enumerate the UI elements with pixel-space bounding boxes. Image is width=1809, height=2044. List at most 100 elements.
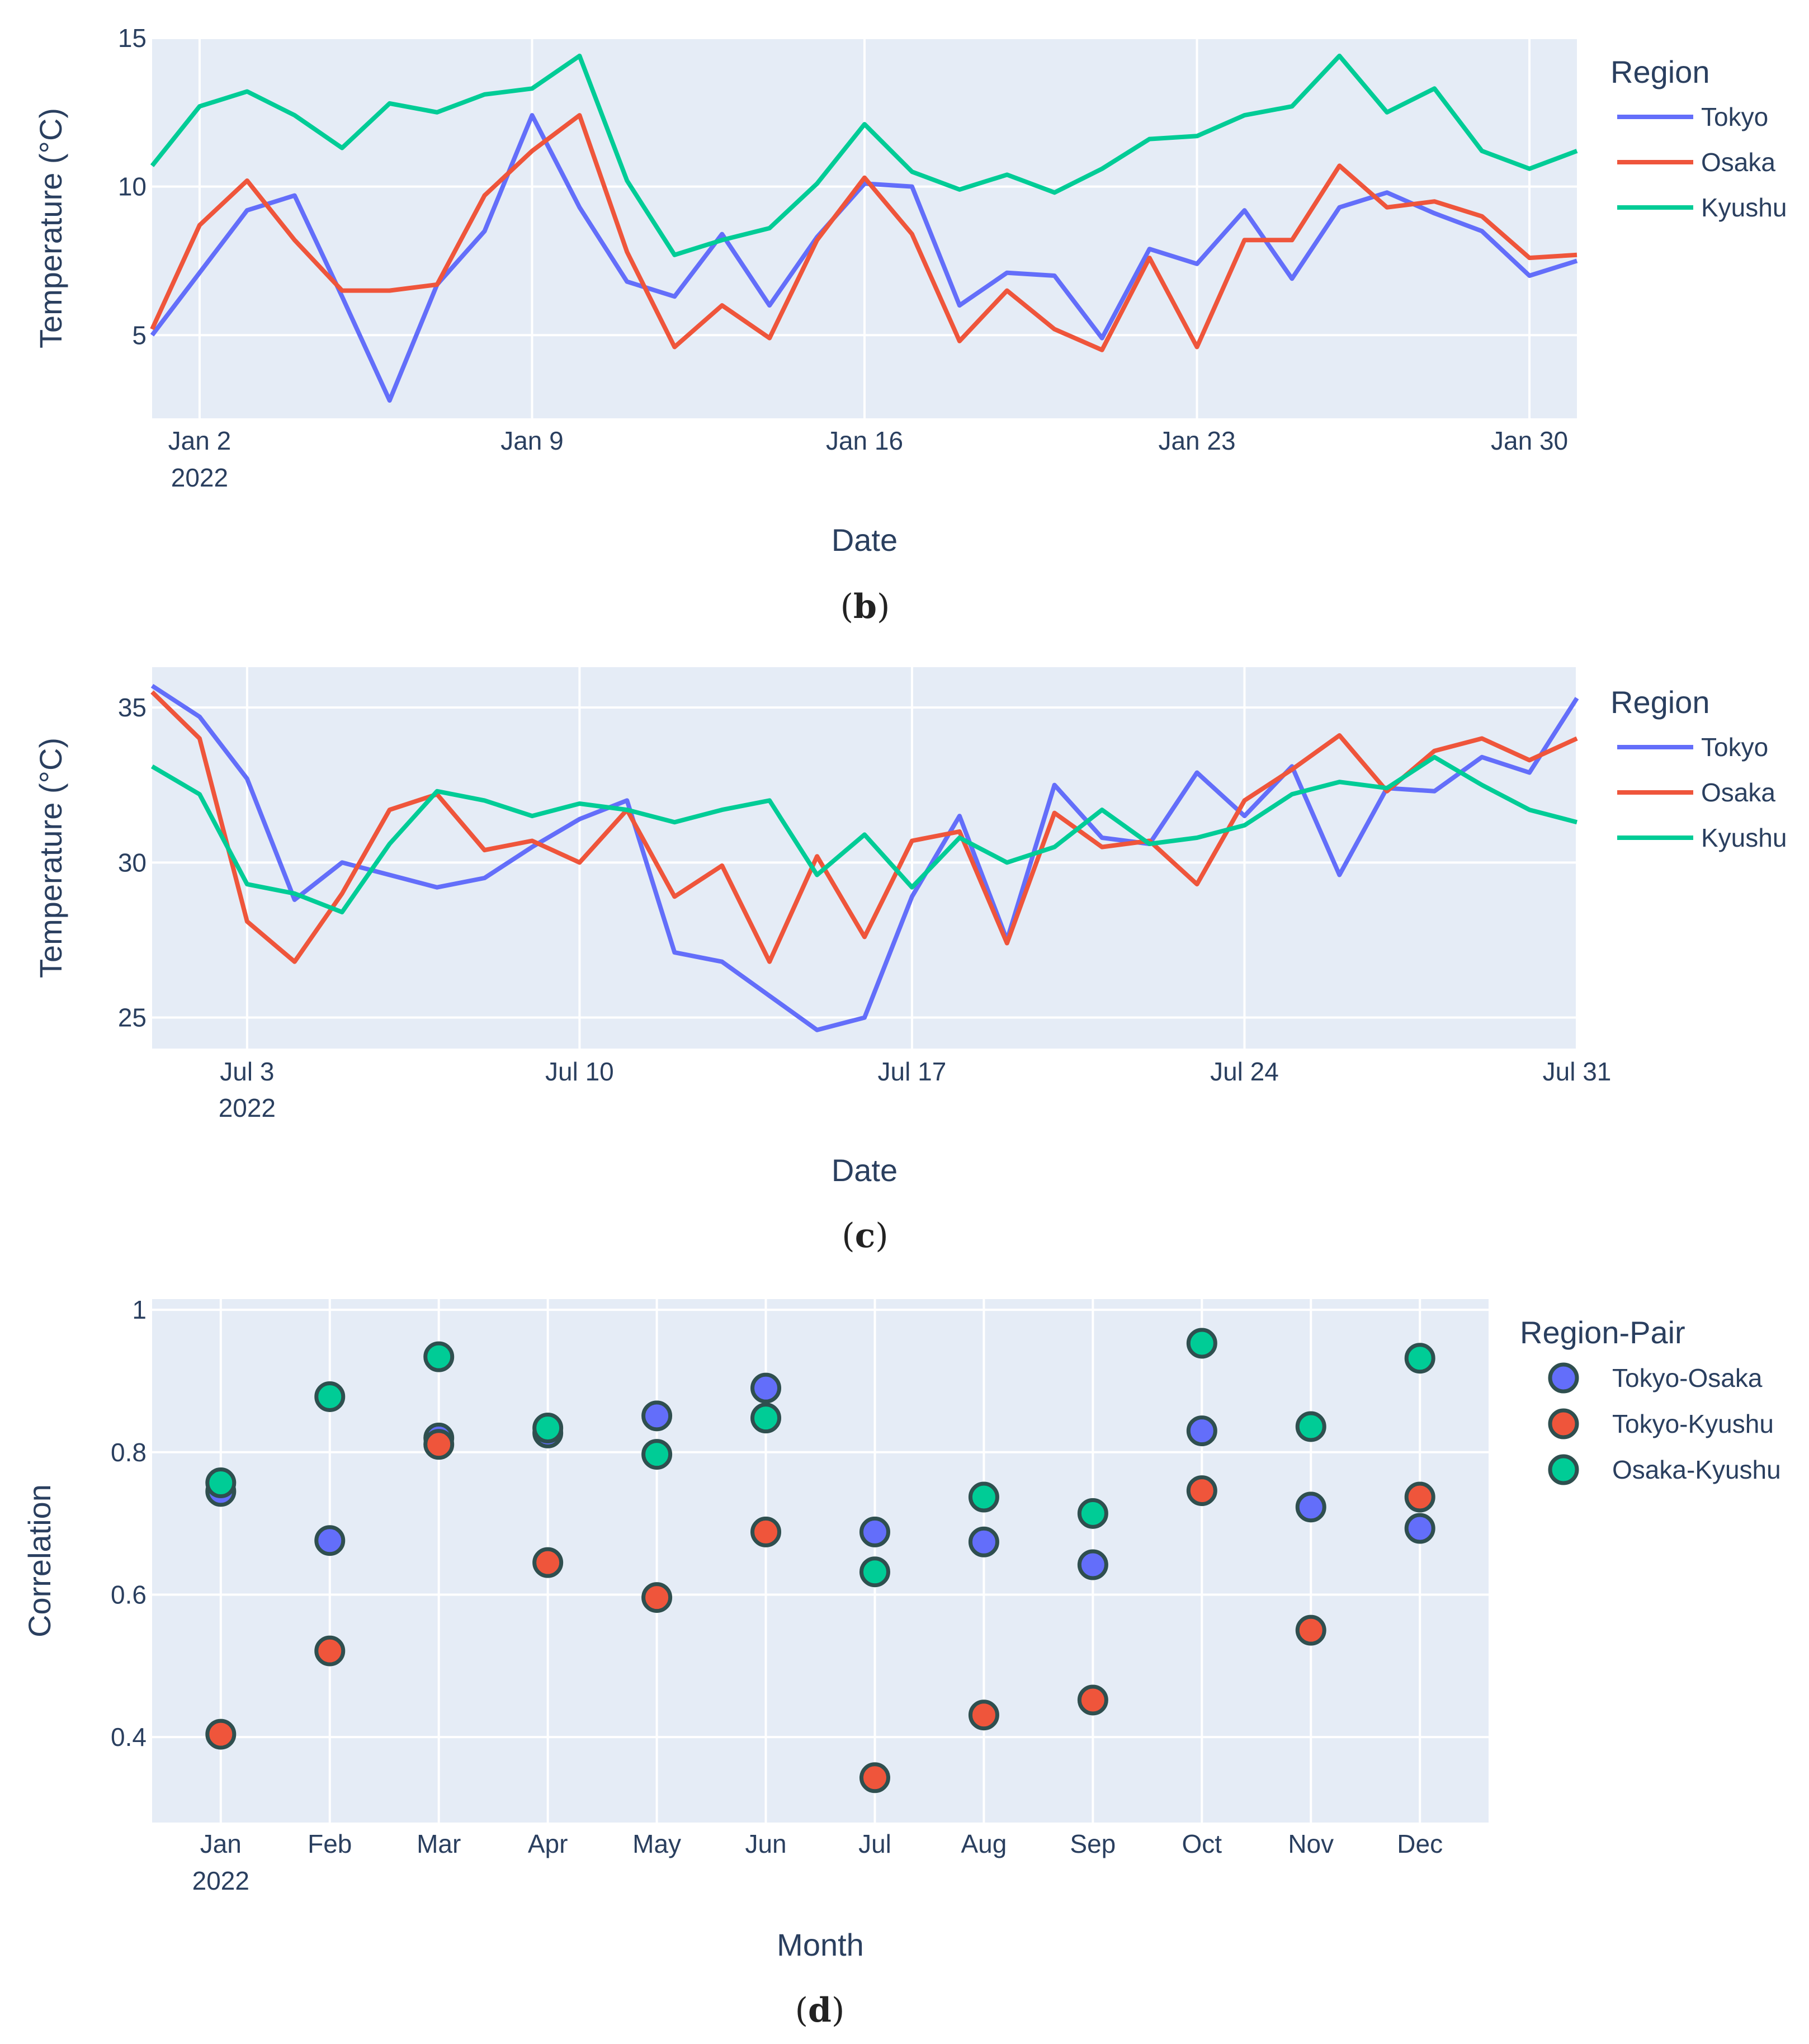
scatter-point: [1077, 1684, 1108, 1716]
x-tick-year-label: 2022: [192, 1866, 249, 1895]
series-line-kyushu: [150, 754, 1578, 914]
scatter-point: [859, 1556, 890, 1588]
y-tick-label: 10: [118, 172, 147, 201]
legend-label: Tokyo: [1701, 102, 1768, 131]
y-tick-label: 0.6: [111, 1580, 147, 1609]
x-tick-label: Jan: [200, 1829, 242, 1858]
scatter-point: [968, 1526, 999, 1557]
x-tick-label: Oct: [1182, 1829, 1222, 1858]
legend-label: Kyushu: [1701, 823, 1787, 852]
legend: Region-Pair Tokyo-Osaka Tokyo-Kyushu Osaka…: [1520, 1315, 1781, 1485]
scatter-point: [968, 1700, 999, 1731]
x-axis-title: Date: [832, 522, 898, 558]
x-tick-label: Sep: [1070, 1829, 1116, 1858]
legend-label: Kyushu: [1701, 193, 1787, 222]
scatter-point: [641, 1400, 673, 1432]
scatter-point: [1186, 1415, 1217, 1447]
panel-label: (d): [795, 1991, 845, 2030]
y-axis-title: Correlation: [22, 1484, 57, 1637]
scatter-point: [423, 1341, 455, 1372]
y-axis-title: Temperature (°C): [33, 738, 68, 978]
x-tick-label: Nov: [1288, 1829, 1334, 1858]
x-tick-label: Apr: [528, 1829, 568, 1858]
series-line-tokyo: [150, 683, 1579, 1032]
y-tick-label: 1: [132, 1295, 147, 1324]
y-tick-label: 0.8: [111, 1438, 147, 1467]
x-tick-label: Jan 30: [1491, 426, 1568, 455]
series-line-tokyo: [150, 113, 1578, 403]
x-tick-label: Jul 31: [1543, 1057, 1612, 1086]
legend-title: Region: [1610, 54, 1709, 89]
x-axis-title: Month: [777, 1927, 864, 1962]
scatter-point: [1077, 1498, 1108, 1529]
plot-area: [152, 1299, 1489, 1823]
scatter-point: [1404, 1513, 1435, 1544]
scatter-point: [205, 1467, 237, 1499]
scatter-point: [1077, 1549, 1108, 1580]
temperature-january-chart: 5 10 15 Jan 2 2022 Jan 9 Jan 16 Jan 23 Jan 30 D…: [33, 23, 1787, 626]
y-tick-label: 30: [118, 848, 147, 877]
temperature-july-chart: 25 30 35 Jul 3 2022 Jul 10 Jul 17 Jul 24 Jul 31…: [33, 667, 1787, 1255]
series-line-kyushu: [150, 53, 1578, 257]
scatter-point: [859, 1762, 890, 1793]
series-tokyo-kyushu: [205, 1429, 1435, 1793]
x-tick-label: Jul 10: [545, 1057, 614, 1086]
scatter-point: [1295, 1411, 1326, 1442]
scatter-point: [532, 1412, 564, 1443]
x-tick-label: Jul 24: [1210, 1057, 1279, 1086]
x-tick-label: Feb: [308, 1829, 352, 1858]
scatter-point: [314, 1635, 346, 1667]
plot-area: [152, 667, 1577, 1049]
x-tick-year-label: 2022: [171, 463, 228, 492]
scatter-point: [641, 1439, 673, 1470]
legend-label: Tokyo-Kyushu: [1612, 1409, 1774, 1438]
legend-marker: [1548, 1408, 1579, 1439]
legend-title: Region-Pair: [1520, 1315, 1685, 1350]
x-tick-label: Jan 23: [1158, 426, 1235, 455]
y-tick-label: 5: [132, 320, 147, 350]
scatter-point: [1295, 1491, 1326, 1523]
y-tick-label: 25: [118, 1003, 147, 1032]
scatter-point: [423, 1429, 455, 1460]
scatter-point: [1404, 1343, 1435, 1374]
scatter-point: [750, 1372, 782, 1404]
scatter-point: [1404, 1481, 1435, 1513]
x-tick-label: Mar: [417, 1829, 461, 1858]
series-osaka-kyushu: [205, 1328, 1435, 1588]
series-line-osaka: [150, 690, 1578, 964]
scatter-point: [205, 1719, 237, 1750]
x-tick-label: May: [632, 1829, 681, 1858]
legend-label: Tokyo: [1701, 733, 1768, 762]
legend-label: Osaka: [1701, 148, 1775, 177]
scatter-point: [859, 1516, 890, 1547]
scatter-point: [750, 1403, 782, 1434]
legend-marker: [1548, 1454, 1579, 1485]
y-tick-label: 0.4: [111, 1722, 147, 1752]
x-tick-label: Jul 3: [220, 1057, 274, 1086]
legend: Region Tokyo Osaka Kyushu: [1610, 685, 1787, 852]
x-tick-label: Jul 17: [878, 1057, 947, 1086]
x-tick-year-label: 2022: [219, 1093, 276, 1122]
scatter-point: [314, 1381, 346, 1412]
correlation-scatter-chart: 0.4 0.6 0.8 1 Jan 2022 Feb Mar Apr May Jun Jul Aug S…: [22, 1295, 1781, 2030]
legend-label: Tokyo-Osaka: [1612, 1363, 1763, 1392]
x-tick-label: Dec: [1397, 1829, 1443, 1858]
scatter-point: [1295, 1615, 1326, 1646]
legend-title: Region: [1610, 685, 1709, 720]
x-tick-label: Aug: [961, 1829, 1007, 1858]
scatter-point: [750, 1516, 782, 1547]
scatter-point: [1186, 1328, 1217, 1359]
x-axis-title: Date: [832, 1153, 898, 1188]
legend-label: Osaka-Kyushu: [1612, 1455, 1781, 1484]
y-tick-label: 35: [118, 693, 147, 722]
legend-label: Osaka: [1701, 778, 1775, 807]
legend-marker: [1548, 1362, 1579, 1394]
panel-label: (c): [842, 1216, 888, 1255]
x-tick-label: Jan 16: [826, 426, 903, 455]
legend: Region Tokyo Osaka Kyushu: [1610, 54, 1787, 222]
scatter-point: [532, 1547, 564, 1578]
scatter-point: [1186, 1475, 1217, 1507]
scatter-point: [641, 1582, 673, 1613]
scatter-point: [968, 1481, 999, 1513]
